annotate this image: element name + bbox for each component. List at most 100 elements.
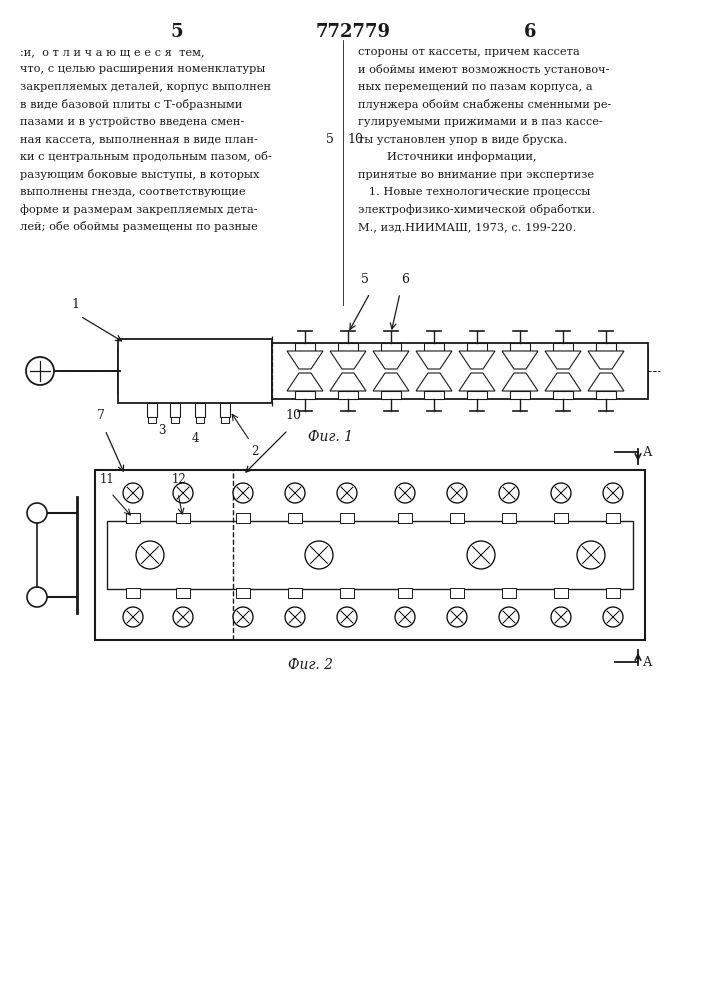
Bar: [554, 588, 568, 598]
Bar: [338, 343, 358, 351]
Circle shape: [233, 483, 253, 503]
Circle shape: [603, 483, 623, 503]
Polygon shape: [459, 373, 495, 391]
Text: гулируемыми прижимами и в паз кассе-: гулируемыми прижимами и в паз кассе-: [358, 117, 603, 127]
Polygon shape: [287, 373, 323, 391]
Polygon shape: [416, 351, 452, 369]
Polygon shape: [459, 351, 495, 369]
Bar: [502, 513, 516, 523]
Bar: [220, 403, 230, 417]
Polygon shape: [416, 373, 452, 391]
Text: 772779: 772779: [315, 23, 390, 41]
Bar: [398, 513, 412, 523]
Bar: [118, 339, 272, 403]
Bar: [340, 513, 354, 523]
Circle shape: [447, 483, 467, 503]
Bar: [510, 343, 530, 351]
Bar: [424, 391, 444, 399]
Text: выполнены гнезда, соответствующие: выполнены гнезда, соответствующие: [20, 187, 245, 197]
Circle shape: [447, 607, 467, 627]
Polygon shape: [588, 373, 624, 391]
Circle shape: [123, 483, 143, 503]
Bar: [424, 343, 444, 351]
Bar: [450, 588, 464, 598]
Text: 6: 6: [401, 273, 409, 286]
Bar: [170, 403, 180, 417]
Circle shape: [395, 607, 415, 627]
Text: плунжера обойм снабжены сменными ре-: плунжера обойм снабжены сменными ре-: [358, 99, 612, 110]
Text: 4: 4: [192, 432, 199, 446]
Bar: [118, 349, 648, 393]
Text: 1: 1: [71, 298, 79, 311]
Circle shape: [551, 483, 571, 503]
Text: 11: 11: [100, 473, 115, 486]
Circle shape: [467, 541, 495, 569]
Polygon shape: [287, 351, 323, 369]
Circle shape: [337, 607, 357, 627]
Bar: [236, 588, 250, 598]
Text: закрепляемых деталей, корпус выполнен: закрепляемых деталей, корпус выполнен: [20, 82, 271, 92]
Text: 3: 3: [158, 424, 165, 438]
Text: 1. Новые технологические процессы: 1. Новые технологические процессы: [358, 187, 590, 197]
Circle shape: [285, 483, 305, 503]
Text: :и,  о т л и ч а ю щ е е с я  тем,: :и, о т л и ч а ю щ е е с я тем,: [20, 47, 204, 57]
Text: 12: 12: [172, 473, 187, 486]
Circle shape: [499, 607, 519, 627]
Bar: [288, 588, 302, 598]
Bar: [295, 391, 315, 399]
Circle shape: [603, 607, 623, 627]
Polygon shape: [545, 373, 581, 391]
Circle shape: [233, 607, 253, 627]
Text: Фиг. 2: Фиг. 2: [288, 658, 332, 672]
Bar: [606, 588, 620, 598]
Bar: [381, 391, 401, 399]
Text: 6: 6: [524, 23, 536, 41]
Bar: [195, 403, 205, 417]
Bar: [147, 403, 157, 417]
Polygon shape: [330, 351, 366, 369]
Text: 5: 5: [170, 23, 183, 41]
Text: ная кассета, выполненная в виде план-: ная кассета, выполненная в виде план-: [20, 134, 258, 144]
Bar: [288, 513, 302, 523]
Text: лей; обе обоймы размещены по разные: лей; обе обоймы размещены по разные: [20, 222, 258, 232]
Text: 7: 7: [97, 409, 105, 422]
Bar: [148, 417, 156, 423]
Bar: [221, 417, 229, 423]
Text: 10: 10: [347, 133, 363, 146]
Polygon shape: [588, 351, 624, 369]
Bar: [176, 588, 190, 598]
Text: и обоймы имеют возможность установоч-: и обоймы имеют возможность установоч-: [358, 64, 609, 75]
Bar: [381, 343, 401, 351]
Bar: [176, 513, 190, 523]
Circle shape: [27, 503, 47, 523]
Polygon shape: [502, 351, 538, 369]
Text: М., изд.НИИМАШ, 1973, с. 199-220.: М., изд.НИИМАШ, 1973, с. 199-220.: [358, 222, 576, 232]
Bar: [450, 513, 464, 523]
Text: электрофизико-химической обработки.: электрофизико-химической обработки.: [358, 204, 595, 215]
Bar: [606, 513, 620, 523]
Bar: [338, 391, 358, 399]
Circle shape: [123, 607, 143, 627]
Circle shape: [551, 607, 571, 627]
Text: 10: 10: [285, 409, 301, 422]
Circle shape: [305, 541, 333, 569]
Polygon shape: [545, 351, 581, 369]
Bar: [272, 343, 648, 399]
Bar: [95, 470, 645, 640]
Bar: [467, 343, 487, 351]
Bar: [554, 513, 568, 523]
Polygon shape: [330, 373, 366, 391]
Circle shape: [577, 541, 605, 569]
Bar: [340, 588, 354, 598]
Circle shape: [173, 483, 193, 503]
Text: 2: 2: [251, 445, 259, 458]
Bar: [126, 588, 140, 598]
Bar: [553, 391, 573, 399]
Polygon shape: [502, 373, 538, 391]
Circle shape: [285, 607, 305, 627]
Polygon shape: [373, 373, 409, 391]
Text: ки с центральным продольным пазом, об-: ки с центральным продольным пазом, об-: [20, 151, 271, 162]
Text: ты установлен упор в виде бруска.: ты установлен упор в виде бруска.: [358, 134, 568, 145]
Bar: [510, 391, 530, 399]
Bar: [596, 391, 616, 399]
